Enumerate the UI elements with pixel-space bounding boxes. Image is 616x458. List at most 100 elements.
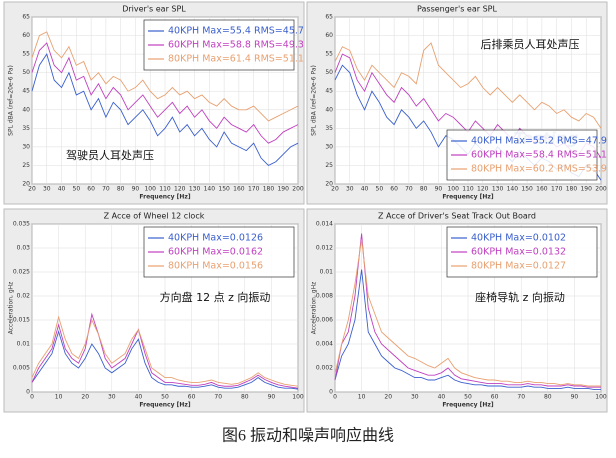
x-tick-label: 120: [174, 186, 186, 193]
x-tick-label: 90: [435, 186, 443, 193]
series-line: [31, 315, 299, 387]
legend-label: 40KPH Max=55.2 RMS=47.9: [471, 136, 607, 147]
y-tick-label: 0.004: [316, 341, 333, 348]
y-tick-label: 0.02: [17, 293, 31, 300]
y-tick-label: 35: [22, 125, 30, 132]
x-tick-label: 0: [333, 394, 337, 401]
x-tick-label: 70: [405, 186, 413, 193]
x-tick-label: 190: [580, 186, 592, 193]
series-line: [334, 239, 601, 387]
x-tick-label: 170: [248, 186, 260, 193]
y-tick-label: 20: [325, 181, 333, 188]
legend-box: [446, 129, 598, 181]
y-tick-label: 40: [22, 106, 30, 113]
y-tick-label: 0.006: [316, 317, 333, 324]
y-tick-label: 30: [325, 143, 333, 150]
x-tick-label: 90: [132, 186, 140, 193]
chart-panel: Driver's ear SPL 20 30 40 50 60 70 80 90 100 110 12…: [3, 1, 305, 205]
x-tick-label: 180: [566, 186, 578, 193]
x-tick-label: 130: [492, 186, 504, 193]
legend-label: 60KPH Max=58.8 RMS=49.3: [168, 40, 304, 51]
x-tick-label: 100: [144, 186, 156, 193]
legend-label: 80KPH Max=61.4 RMS=51.1: [168, 54, 304, 65]
chart-title: Driver's ear SPL: [122, 5, 186, 14]
legend-label: 40KPH Max=0.0102: [471, 233, 566, 244]
y-axis-label: SPL dBA (ref=20e-6 Pa): [8, 65, 15, 136]
y-tick-label: 45: [325, 88, 333, 95]
x-tick-label: 130: [189, 186, 201, 193]
y-tick-label: 25: [325, 162, 333, 169]
x-tick-label: 20: [28, 186, 36, 193]
series-line: [31, 31, 299, 122]
chart-panel: Z Acce of Driver's Seat Track Out Board 0…: [306, 208, 608, 413]
figure-caption: 图6 振动和噪声响应曲线: [222, 426, 394, 445]
y-tick-label: 20: [22, 181, 30, 188]
x-tick-label: 40: [361, 186, 369, 193]
y-tick-label: 65: [325, 14, 333, 21]
x-tick-label: 50: [161, 394, 169, 401]
y-tick-label: 25: [22, 162, 30, 169]
x-tick-label: 40: [438, 394, 446, 401]
annotation: 方向盘 12 点 z 向振动: [160, 290, 271, 304]
x-tick-label: 80: [117, 186, 125, 193]
y-axis-label: SPL dBA (ref=20e-6 Pa): [311, 65, 318, 136]
x-tick-label: 110: [159, 186, 171, 193]
x-tick-label: 200: [595, 186, 607, 193]
x-tick-label: 160: [536, 186, 548, 193]
x-tick-label: 90: [571, 394, 579, 401]
x-tick-label: 60: [87, 186, 95, 193]
legend-label: 80KPH Max=60.2 RMS=53.9: [471, 164, 607, 175]
x-tick-label: 70: [214, 394, 222, 401]
y-tick-label: 0.03: [17, 245, 31, 252]
x-tick-label: 60: [188, 394, 196, 401]
x-tick-label: 10: [358, 394, 366, 401]
x-tick-label: 80: [544, 394, 552, 401]
legend-box: [143, 226, 295, 278]
x-tick-label: 80: [241, 394, 249, 401]
x-tick-label: 20: [331, 186, 339, 193]
legend-label: 40KPH Max=55.4 RMS=45.7: [168, 26, 304, 37]
legend-label: 60KPH Max=0.0132: [471, 247, 566, 258]
annotation: 后排乘员人耳处声压: [481, 37, 580, 51]
legend-box: [143, 19, 295, 71]
x-tick-label: 30: [108, 394, 116, 401]
y-tick-label: 50: [22, 69, 30, 76]
x-tick-label: 50: [73, 186, 81, 193]
legend-label: 80KPH Max=0.0127: [471, 261, 566, 272]
x-tick-label: 150: [521, 186, 533, 193]
y-tick-label: 0.002: [316, 365, 333, 372]
x-tick-label: 170: [551, 186, 563, 193]
x-tick-label: 40: [135, 394, 143, 401]
y-axis-label: Acceleration, gHz: [311, 282, 318, 335]
series-line: [334, 233, 601, 388]
x-tick-label: 110: [462, 186, 474, 193]
x-tick-label: 120: [477, 186, 489, 193]
y-tick-label: 0.008: [316, 293, 333, 300]
chart-panel: Z Acce of Wheel 12 clock 0 10 20 30 40 50 60 70 8…: [3, 208, 305, 413]
y-tick-label: 55: [325, 51, 333, 58]
annotation: 座椅导轨 z 向振动: [475, 290, 565, 304]
series-line: [31, 329, 299, 390]
series-line: [31, 312, 299, 389]
x-tick-label: 100: [292, 394, 304, 401]
x-tick-label: 10: [55, 394, 63, 401]
chart-title: Z Acce of Driver's Seat Track Out Board: [378, 212, 536, 221]
x-tick-label: 20: [81, 394, 89, 401]
x-axis-label: Frequency [Hz]: [139, 194, 190, 201]
y-axis-label: Acceleration, gHz: [8, 282, 15, 335]
y-tick-label: 40: [325, 106, 333, 113]
y-tick-label: 50: [325, 69, 333, 76]
series-line: [334, 42, 602, 129]
x-tick-label: 50: [464, 394, 472, 401]
x-tick-label: 100: [595, 394, 607, 401]
legend-label: 60KPH Max=58.4 RMS=51.1: [471, 150, 607, 161]
y-tick-label: 35: [325, 125, 333, 132]
legend-box: [446, 226, 598, 278]
chart-title: Passenger's ear SPL: [417, 5, 497, 14]
y-tick-label: 0.025: [13, 269, 30, 276]
x-tick-label: 140: [204, 186, 216, 193]
x-tick-label: 60: [491, 394, 499, 401]
x-tick-label: 30: [43, 186, 51, 193]
y-tick-label: 65: [22, 14, 30, 21]
x-tick-label: 180: [263, 186, 275, 193]
